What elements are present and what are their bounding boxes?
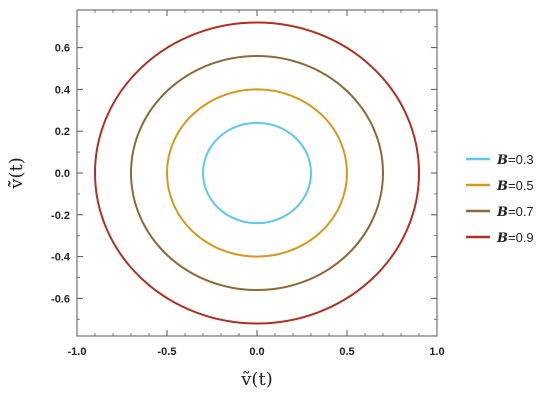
legend-value: =0.7	[508, 204, 534, 219]
y-axis-label: v̇̃(t)	[6, 157, 27, 189]
legend-variable: B	[496, 179, 508, 194]
legend-entry: B=0.3	[496, 152, 534, 168]
series-curve-1	[166, 88, 348, 258]
series-curve-3	[94, 21, 420, 325]
series-curve-0	[202, 121, 312, 225]
x-axis-label: ṽ(t)	[240, 369, 272, 390]
x-tick-label: 0.5	[339, 346, 354, 358]
x-tick-label: 0.0	[249, 346, 264, 358]
y-tick-label: 0.2	[55, 126, 70, 138]
legend: B=0.3B=0.5B=0.7B=0.9	[466, 152, 534, 246]
series-curves	[94, 21, 420, 325]
axis-ticks: -1.0 -0.5 0.0 0.5 1.0 -0.6 -0.4 -0.2 0.0 0.2 0.4 0.…	[51, 10, 445, 358]
x-tick-label: 1.0	[429, 346, 444, 358]
legend-variable: B	[496, 231, 508, 246]
legend-value: =0.9	[508, 230, 534, 245]
legend-entry: B=0.7	[496, 204, 534, 220]
y-tick-label: -0.4	[51, 252, 71, 264]
series-curve-2	[130, 54, 384, 292]
y-tick-label: 0.0	[55, 168, 70, 180]
legend-entry: B=0.9	[496, 230, 534, 246]
x-tick-label: -1.0	[68, 346, 87, 358]
x-tick-label: -0.5	[158, 346, 177, 358]
y-tick-label: 0.6	[55, 43, 70, 55]
y-tick-label: 0.4	[55, 84, 71, 96]
legend-value: =0.3	[508, 152, 534, 167]
y-tick-label: -0.6	[51, 293, 70, 305]
y-tick-label: -0.2	[51, 210, 70, 222]
legend-variable: B	[496, 205, 508, 220]
legend-value: =0.5	[508, 178, 534, 193]
legend-entry: B=0.5	[496, 178, 534, 194]
legend-variable: B	[496, 153, 508, 168]
